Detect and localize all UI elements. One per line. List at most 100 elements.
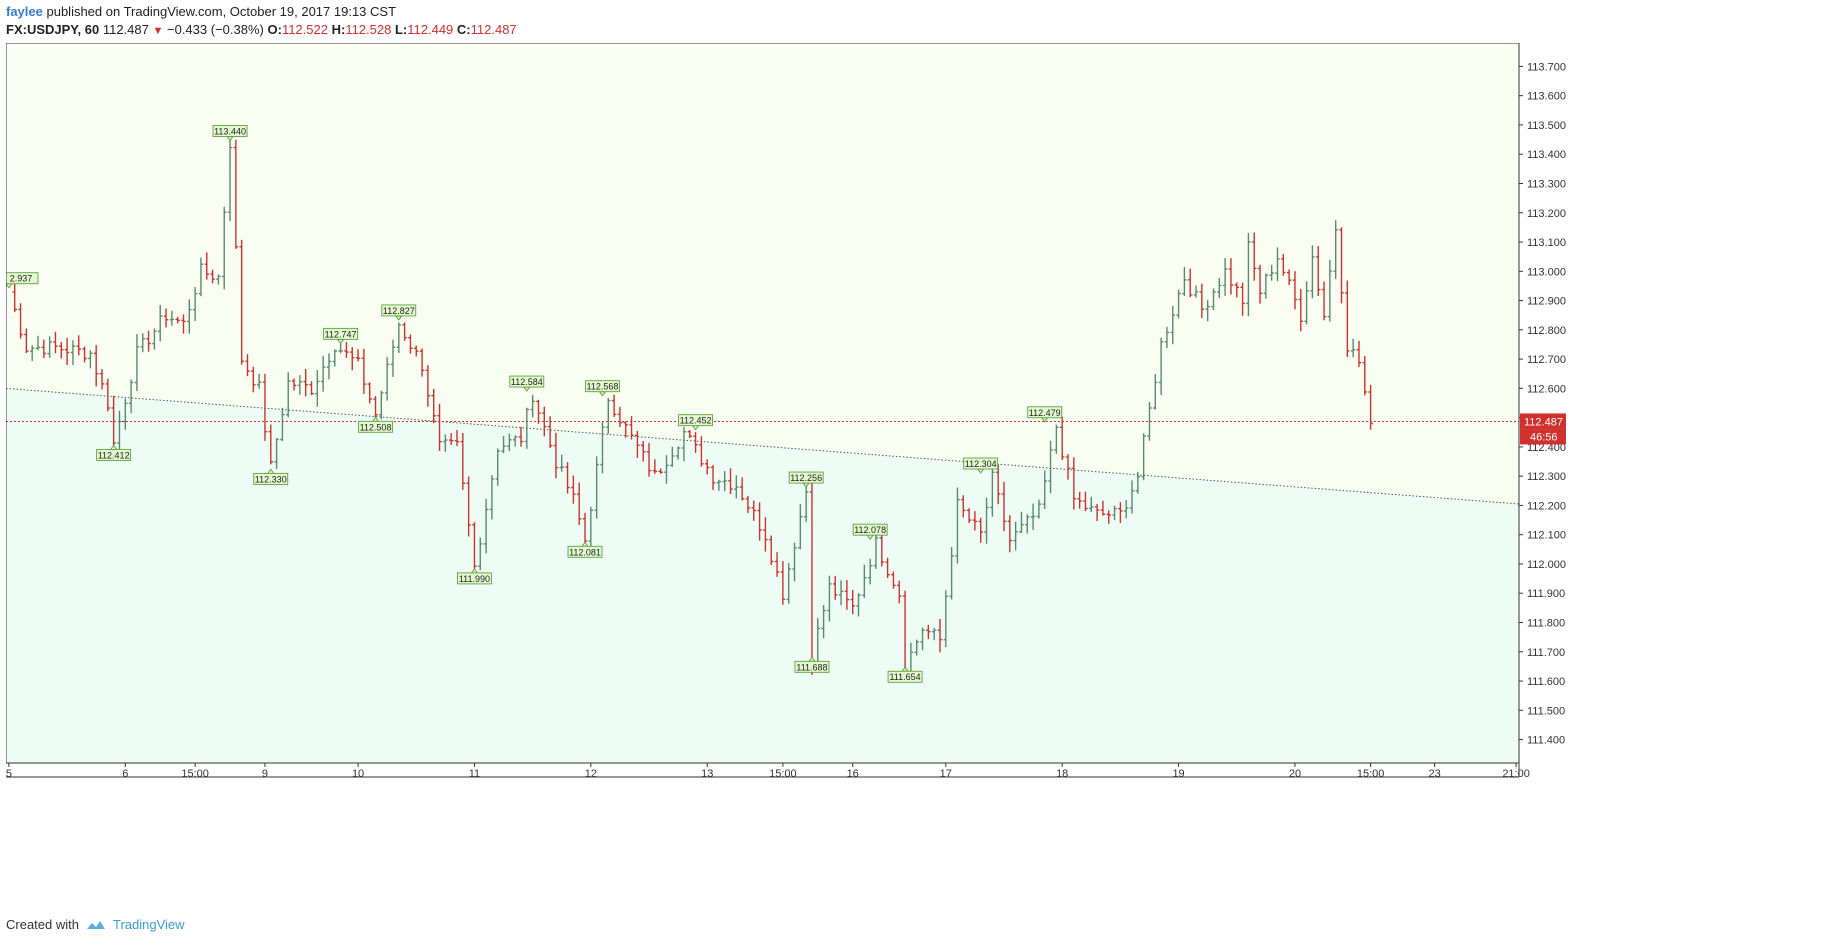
down-arrow-icon: ▼ [152,25,164,37]
ohlc-bar [1211,288,1216,311]
high-value: 112.528 [345,22,392,37]
ohlc-bar [862,564,867,598]
ohlc-bar [507,433,512,452]
ohlc-bar [1345,280,1350,358]
ohlc-bar [588,506,594,552]
price-tick-label: 112.100 [1527,530,1566,542]
ohlc-bar [93,344,99,387]
ohlc-bar [955,487,960,564]
ohlc-bar [379,390,384,420]
ohlc-bar [169,310,175,326]
footer: Created with TradingView [6,917,185,932]
time-tick-label: 20 [1289,768,1301,780]
price-annotation: 112.078 [852,523,888,540]
price-axis[interactable]: 113.700 113.600 113.500 113.400 113.300 113.2… [1519,61,1566,747]
ohlc-bar [1205,300,1210,322]
ohlc-bar [606,398,611,434]
ohlc-bar [1048,440,1053,494]
ohlc-bar [1007,515,1013,553]
ohlc-bar [70,340,76,366]
ohlc-bar [472,522,477,574]
price-annotation: 112.330 [253,468,289,485]
ohlc-bar [728,468,733,495]
svg-text:112.508: 112.508 [360,422,392,432]
ohlc-bar [1269,264,1274,281]
ohlc-bar [867,558,873,585]
price-tick-label: 111.500 [1527,705,1565,717]
open-label: O: [267,22,282,37]
ohlc-bar [571,475,576,504]
price-annotation: 111.654 [887,666,923,683]
ohlc-bar [338,342,343,354]
ohlc-bar [1246,232,1251,317]
ohlc-bar [769,535,774,566]
ohlc-bar [204,252,209,280]
ohlc-bar [1327,259,1333,322]
ohlc-bar [437,403,442,451]
ohlc-bar [850,590,855,615]
author-link[interactable]: faylee [6,4,43,19]
ohlc-bar [332,349,337,367]
price-annotation: 112.479 [1027,406,1063,423]
symbol-label[interactable]: FX:USDJPY, 60 [6,22,100,37]
ohlc-bar [1240,282,1245,316]
ohlc-bar [1100,500,1106,516]
ohlc-bar [518,426,524,447]
ohlc-bar [652,459,658,474]
chart-area[interactable]: 2.937 113.440 112.747 112.827 112.412 112.330… [6,43,1768,913]
ohlc-bars [12,136,1373,677]
ohlc-bar [611,394,617,417]
ohlc-bar [1042,470,1047,509]
ohlc-bar [419,348,425,377]
svg-text:112.827: 112.827 [383,306,415,316]
ohlc-bar [1030,503,1036,530]
trend-line[interactable] [6,387,1520,505]
tradingview-brand[interactable]: TradingView [85,917,185,932]
price-chart[interactable]: 2.937 113.440 112.747 112.827 112.412 112.330… [6,43,1768,913]
ohlc-bar [361,348,367,394]
ohlc-bar [1292,271,1298,310]
ohlc-bar [222,206,227,290]
ohlc-bar [105,378,111,412]
ohlc-bar [1339,227,1344,304]
low-value: 112.449 [407,22,454,37]
price-tick-label: 112.000 [1527,559,1566,571]
ohlc-bar [931,627,937,641]
ohlc-bar [448,433,454,446]
ohlc-bar [1019,511,1024,534]
svg-text:2.937: 2.937 [10,274,33,284]
ohlc-bar [350,347,355,371]
ohlc-bar [53,331,58,354]
time-tick-label: 15:00 [181,768,209,780]
last-price: 112.487 [102,22,149,37]
ohlc-bar [716,479,722,491]
price-tick-label: 113.400 [1527,149,1566,161]
ohlc-bar [402,322,407,341]
ohlc-bar [542,406,547,437]
ohlc-bar [478,537,483,571]
price-annotation: 112.412 [96,444,132,461]
ohlc-bar [1298,289,1303,332]
ohlc-bar [466,476,471,537]
ohlc-bar [1222,258,1228,296]
ohlc-bar [949,547,954,600]
ohlc-bar [1124,500,1129,519]
price-tick-label: 111.600 [1527,676,1565,688]
ohlc-bar [1054,424,1059,454]
publish-line: faylee published on TradingView.com, Oct… [6,3,517,21]
price-tick-label: 112.200 [1527,500,1566,512]
svg-text:111.688: 111.688 [796,662,827,672]
ohlc-bar [460,432,466,490]
ohlc-bar [664,455,669,484]
ohlc-bar [344,342,349,358]
cloud-icon [86,920,105,929]
ohlc-bar [1368,384,1373,430]
ohlc-bar [59,341,64,359]
svg-text:112.081: 112.081 [569,547,601,557]
ohlc-bar [1252,232,1257,281]
ohlc-bar [29,345,35,362]
price-tick-label: 111.900 [1527,588,1565,600]
ohlc-bar [1065,454,1071,480]
ohlc-bar [1013,521,1018,551]
ohlc-bar [1164,326,1170,349]
